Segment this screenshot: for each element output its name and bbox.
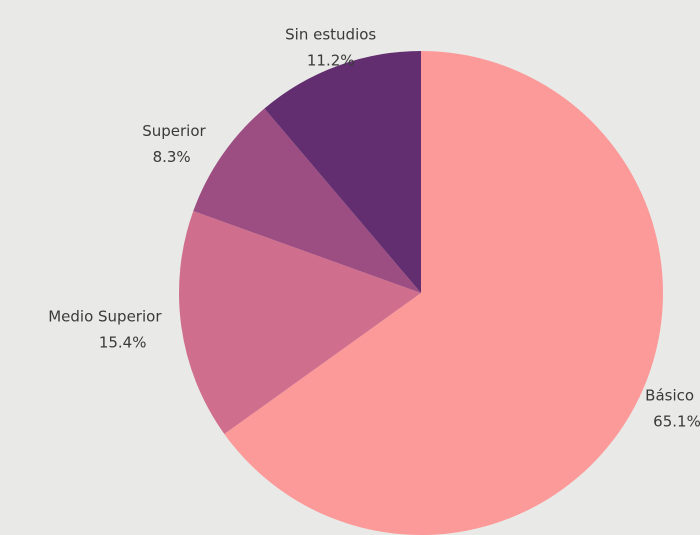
pie-slice — [193, 108, 421, 293]
slice-label: Superior — [142, 122, 206, 140]
slice-value-label: 65.1% — [653, 413, 700, 431]
pie-slice — [178, 211, 421, 435]
slice-value-label: 11.2% — [307, 52, 355, 70]
pie-slice — [224, 51, 663, 535]
slice-value-label: 15.4% — [99, 334, 147, 352]
slice-label: Sin estudios — [285, 26, 376, 44]
slice-label: Básico — [645, 387, 694, 405]
pie-slice — [264, 51, 421, 293]
slice-value-label: 8.3% — [153, 148, 191, 166]
slice-label: Medio Superior — [48, 308, 162, 326]
